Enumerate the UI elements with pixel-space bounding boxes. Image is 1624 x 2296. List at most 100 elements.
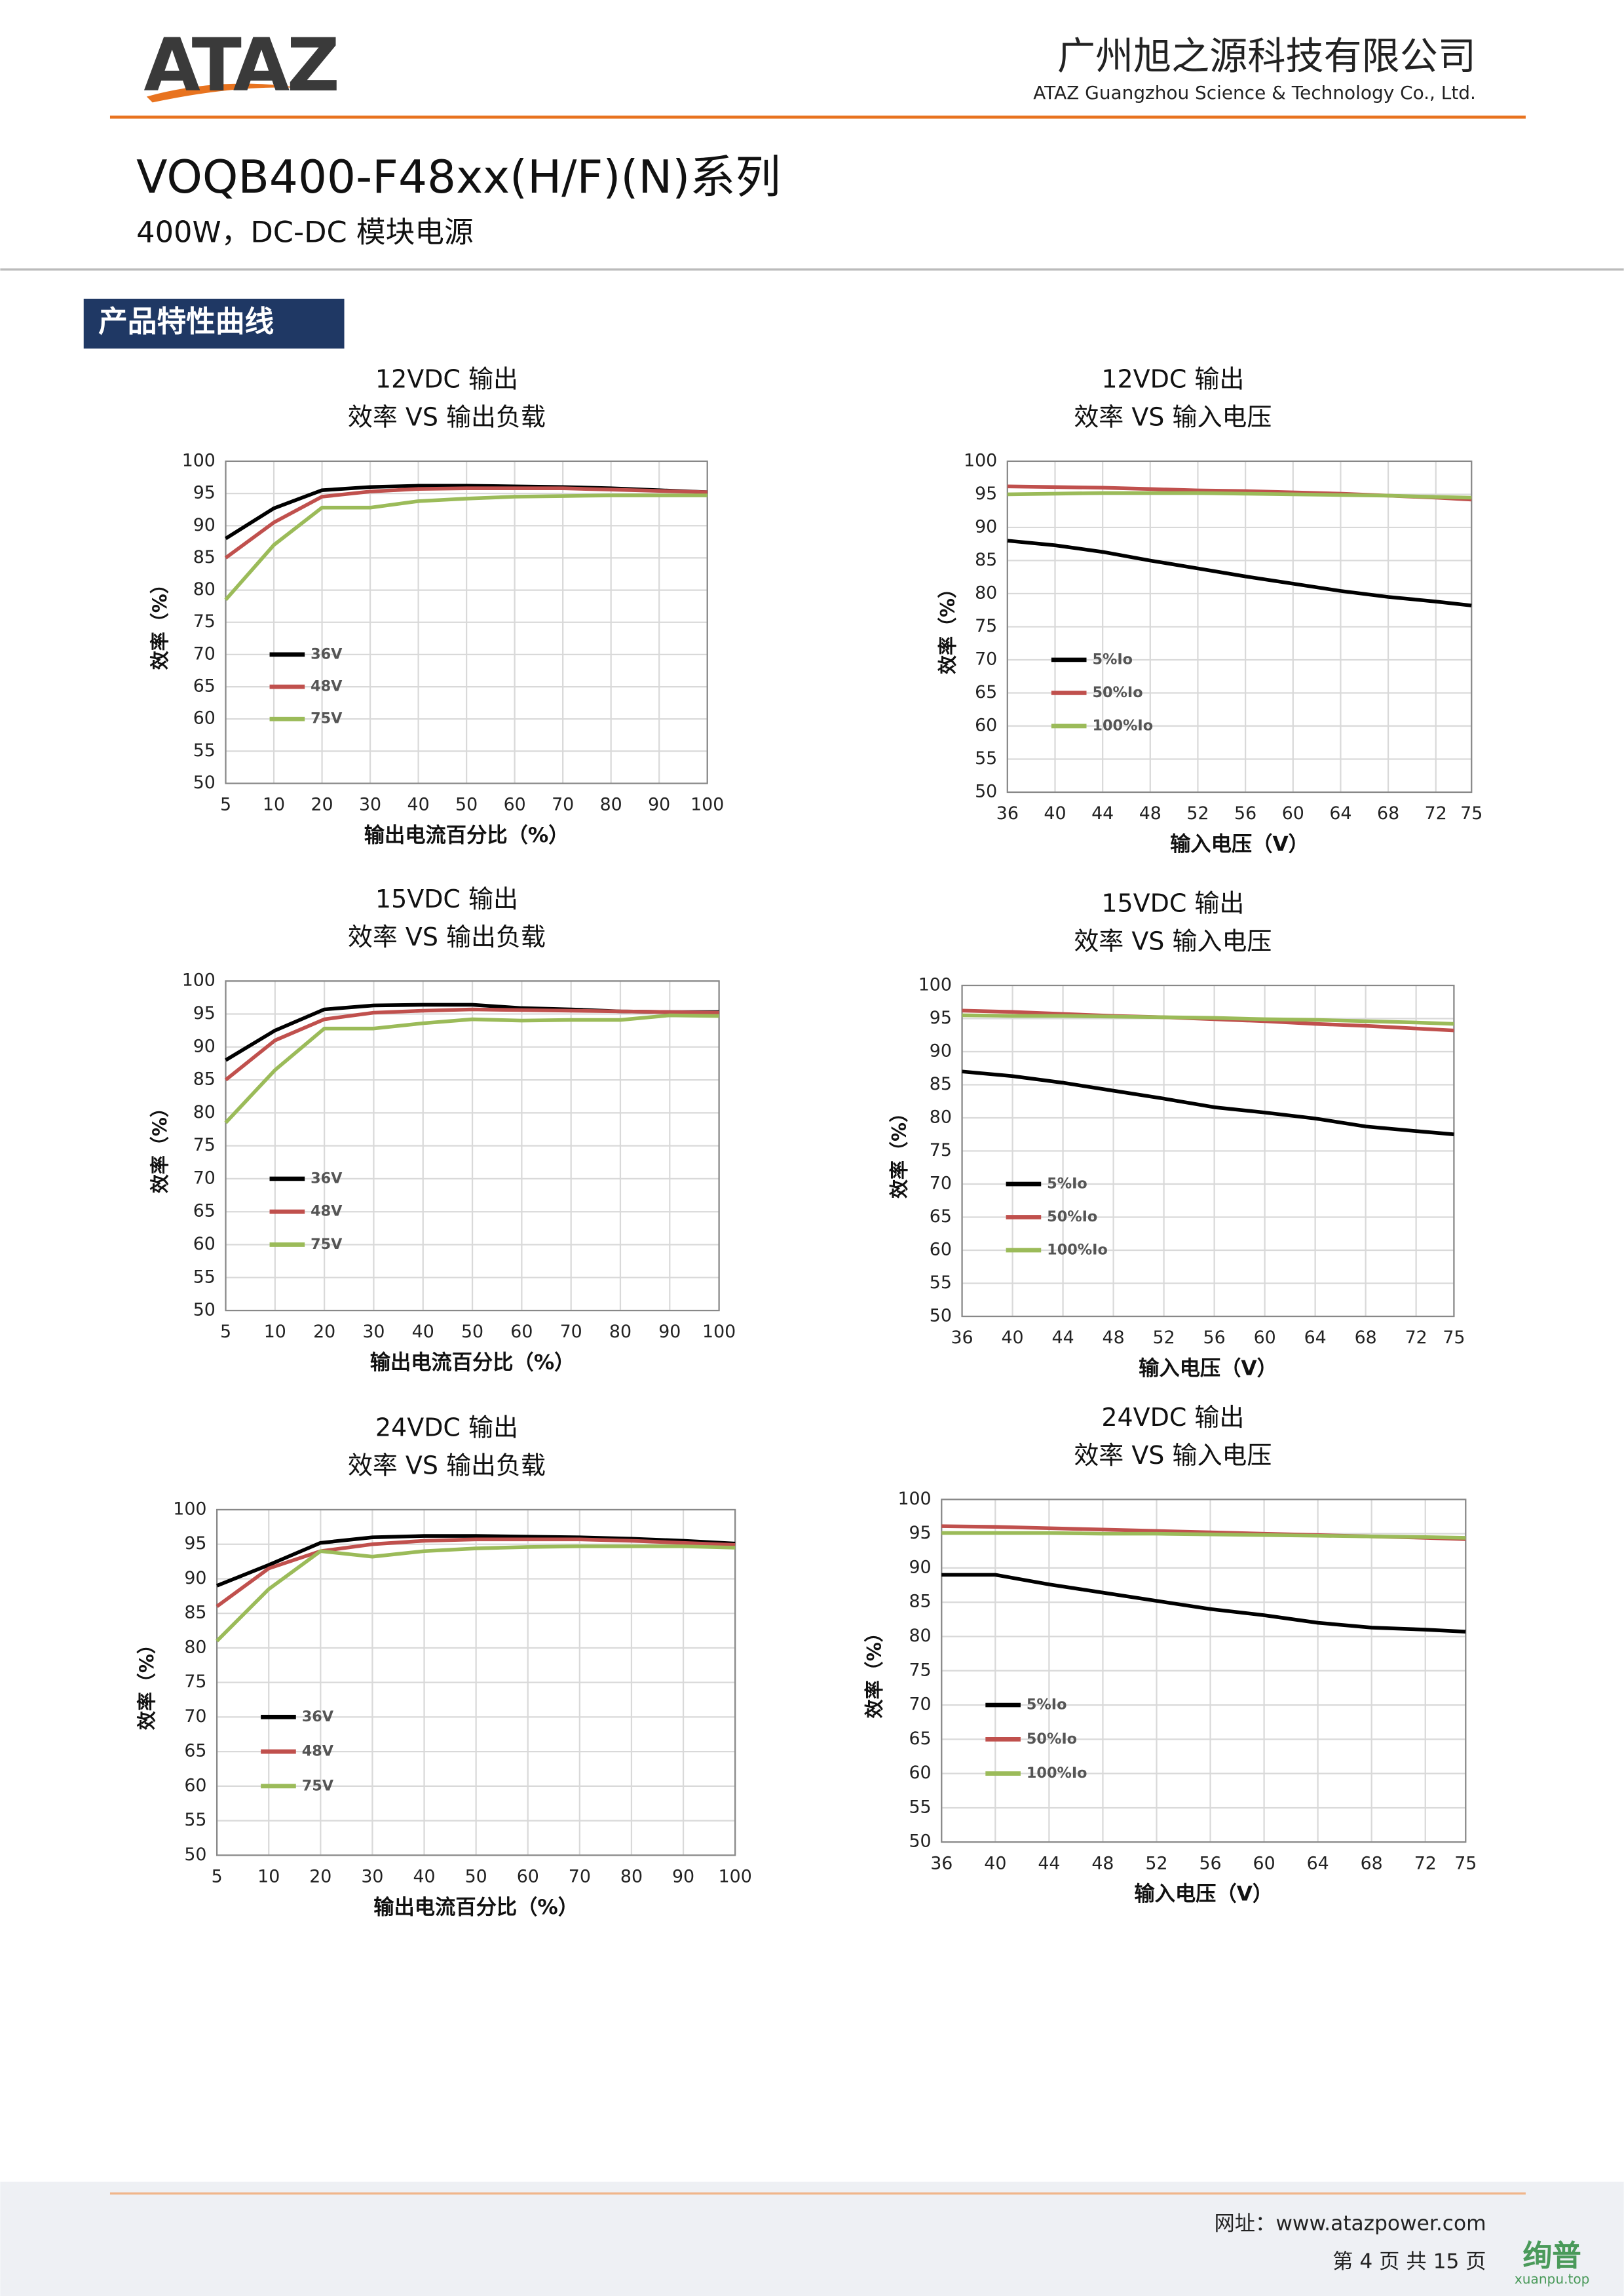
y-tick-label: 90 [193, 1036, 216, 1056]
plot-frame [225, 980, 720, 1312]
legend-label: 36V [311, 645, 343, 662]
y-tick-label: 55 [930, 1272, 952, 1293]
x-tick-label: 50 [455, 795, 478, 815]
y-tick-label: 70 [193, 1168, 216, 1188]
series-line [941, 1573, 1466, 1634]
x-tick-label: 75 [1454, 1853, 1477, 1873]
y-tick-label: 100 [173, 1499, 206, 1519]
x-tick-label: 36 [996, 803, 1019, 824]
y-tick-label: 60 [193, 1234, 216, 1254]
legend-label: 50%Io [1047, 1208, 1097, 1225]
y-tick-label: 95 [930, 1008, 952, 1028]
x-tick-label: 36 [951, 1328, 973, 1348]
y-tick-label: 65 [909, 1729, 932, 1749]
y-tick-label: 90 [193, 515, 216, 535]
x-tick-label: 40 [412, 1322, 434, 1342]
y-tick-label: 60 [184, 1775, 206, 1795]
x-tick-label: 30 [362, 1322, 385, 1342]
legend-label: 48V [311, 1203, 343, 1220]
chart-subtitle: 效率 VS 输出负载 [348, 403, 546, 432]
legend-label: 5%Io [1027, 1696, 1067, 1713]
series-line [962, 1013, 1454, 1026]
series-line [962, 1069, 1454, 1137]
y-tick-label: 90 [184, 1568, 206, 1588]
x-tick-label: 52 [1153, 1328, 1175, 1348]
x-tick-label: 60 [510, 1322, 533, 1342]
x-tick-label: 64 [1307, 1853, 1329, 1873]
x-tick-label: 80 [600, 795, 622, 815]
x-tick-label: 90 [648, 795, 670, 815]
plot-frame [941, 1499, 1467, 1843]
chart-title: 24VDC 输出 [1101, 1403, 1244, 1432]
y-tick-label: 85 [193, 547, 216, 567]
y-tick-label: 85 [930, 1074, 952, 1094]
series-line [224, 486, 708, 560]
x-axis-label: 输出电流百分比（%） [373, 1896, 578, 1919]
y-tick-label: 80 [909, 1626, 932, 1646]
x-tick-label: 90 [672, 1866, 694, 1886]
y-tick-label: 75 [909, 1660, 932, 1680]
y-tick-label: 100 [182, 970, 216, 991]
y-tick-label: 60 [930, 1239, 952, 1259]
legend-label: 5%Io [1047, 1175, 1087, 1192]
legend-label: 100%Io [1027, 1765, 1087, 1782]
y-tick-label: 55 [909, 1797, 932, 1817]
doc-title: VOQB400-F48xx(H/F)(N)系列 [136, 151, 781, 204]
x-axis-label: 输出电流百分比（%） [364, 824, 569, 847]
y-tick-label: 80 [930, 1107, 952, 1127]
x-tick-label: 56 [1203, 1328, 1226, 1348]
chart-subtitle: 效率 VS 输入电压 [1074, 1441, 1272, 1470]
y-tick-label: 85 [193, 1069, 216, 1090]
x-tick-label: 60 [1253, 1853, 1275, 1873]
x-axis-label: 输入电压（V） [1170, 832, 1309, 856]
y-tick-label: 50 [184, 1845, 206, 1865]
y-tick-label: 95 [193, 483, 216, 503]
y-tick-label: 70 [930, 1173, 952, 1193]
x-tick-label: 72 [1405, 1328, 1427, 1348]
y-tick-label: 75 [193, 1135, 216, 1155]
company-name: 广州旭之源科技有限公司 [1057, 33, 1476, 78]
y-tick-label: 75 [975, 616, 997, 636]
x-tick-label: 5 [212, 1866, 223, 1886]
y-tick-label: 90 [909, 1557, 932, 1577]
y-axis-label: 效率（%） [936, 579, 958, 674]
x-tick-label: 56 [1199, 1853, 1221, 1873]
series-line [224, 1007, 719, 1082]
y-tick-label: 100 [897, 1489, 931, 1509]
x-tick-label: 30 [361, 1866, 383, 1886]
legend-label: 75V [302, 1777, 334, 1794]
x-tick-label: 100 [690, 795, 724, 815]
chart-title: 15VDC 输出 [375, 885, 518, 913]
x-tick-label: 72 [1414, 1853, 1437, 1873]
y-tick-label: 75 [193, 611, 216, 632]
y-tick-label: 95 [184, 1533, 206, 1554]
chart-title: 15VDC 输出 [1101, 889, 1244, 918]
x-tick-label: 50 [461, 1322, 483, 1342]
plot-frame [1006, 460, 1473, 794]
x-tick-label: 30 [359, 795, 381, 815]
x-tick-label: 44 [1038, 1853, 1060, 1873]
y-tick-label: 90 [975, 516, 997, 537]
x-tick-label: 20 [311, 795, 333, 815]
y-tick-label: 85 [184, 1603, 206, 1623]
x-tick-label: 40 [984, 1853, 1006, 1873]
chart-subtitle: 效率 VS 输出负载 [348, 923, 546, 951]
series-line [224, 493, 708, 602]
y-tick-label: 75 [184, 1672, 206, 1692]
chart-subtitle: 效率 VS 输入电压 [1074, 403, 1272, 432]
legend-label: 36V [302, 1708, 334, 1725]
company-name-en: ATAZ Guangzhou Science & Technology Co.,… [1033, 82, 1476, 104]
series-line [216, 1534, 736, 1588]
y-tick-label: 80 [975, 583, 997, 603]
series-line [1007, 539, 1472, 607]
x-tick-label: 64 [1329, 803, 1351, 824]
x-tick-label: 72 [1425, 803, 1447, 824]
x-tick-label: 20 [309, 1866, 331, 1886]
x-tick-label: 70 [552, 795, 574, 815]
chart-title: 24VDC 输出 [375, 1413, 518, 1442]
series-line [1007, 491, 1472, 500]
y-tick-label: 65 [975, 682, 997, 702]
legend-label: 75V [311, 1236, 343, 1253]
